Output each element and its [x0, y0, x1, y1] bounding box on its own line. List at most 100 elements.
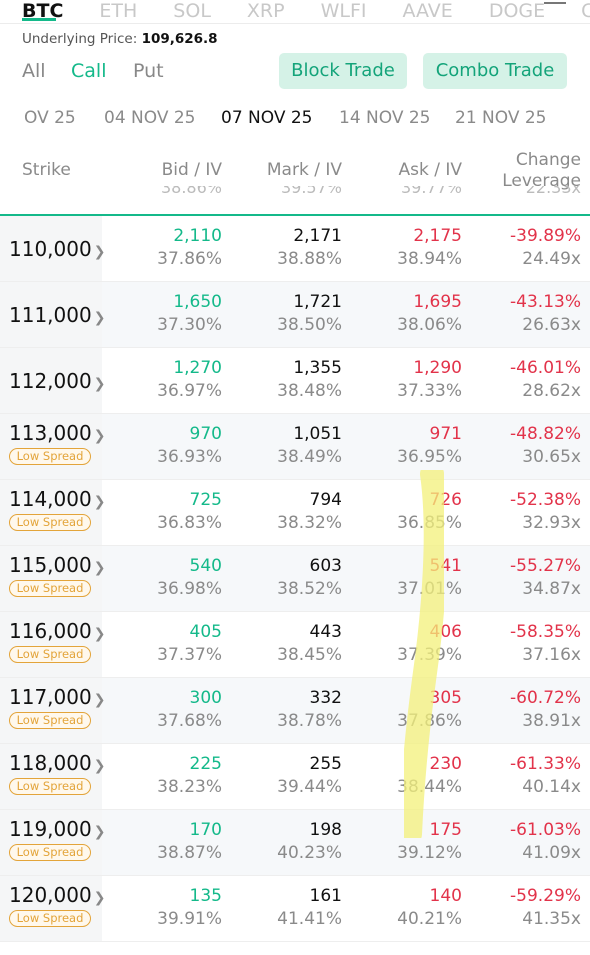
ask-price[interactable]: 1,290: [413, 358, 462, 378]
strike-cell[interactable]: 111,000 ❯: [0, 282, 105, 347]
bid-price[interactable]: 970: [189, 424, 222, 444]
menu-icon[interactable]: [544, 0, 566, 6]
table-row[interactable]: 119,000 ❯ Low Spread 170 38.87% 198 40.23% 175 3…: [0, 810, 590, 876]
change-percent: -61.03%: [510, 820, 581, 840]
strike-cell[interactable]: 117,000 ❯ Low Spread: [0, 678, 105, 743]
ask-iv: 39.12%: [397, 843, 462, 863]
leverage: 24.49x: [522, 249, 581, 269]
bid-price[interactable]: 1,650: [173, 292, 222, 312]
date-tab[interactable]: 04 NOV 25: [104, 108, 196, 128]
change-percent: -43.13%: [510, 292, 581, 312]
combo-trade-button[interactable]: Combo Trade: [423, 53, 567, 89]
date-tab-selected[interactable]: 07 NOV 25: [221, 108, 313, 128]
strike-cell[interactable]: 116,000 ❯ Low Spread: [0, 612, 105, 677]
asset-tab-wlfi[interactable]: WLFI: [320, 0, 367, 22]
ask-price[interactable]: 1,695: [413, 292, 462, 312]
table-row[interactable]: 112,000 ❯ 1,270 36.97% 1,355 38.48% 1,290 37.33…: [0, 348, 590, 414]
change-percent: -58.35%: [510, 622, 581, 642]
mark-price: 255: [309, 754, 342, 774]
ask-price[interactable]: 175: [429, 820, 462, 840]
table-row[interactable]: 111,000 ❯ 1,650 37.30% 1,721 38.50% 1,695 38.06…: [0, 282, 590, 348]
date-tab[interactable]: 21 NOV 25: [455, 108, 547, 128]
strike-price[interactable]: 110,000 ❯: [9, 237, 105, 261]
strike-price[interactable]: 120,000 ❯: [9, 883, 105, 907]
strike-cell[interactable]: 110,000 ❯: [0, 216, 105, 281]
leverage: 41.09x: [522, 843, 581, 863]
partial-row: 38.86% 39.57% 39.77% 22.33x: [0, 186, 590, 202]
header-bid: Bid / IV: [161, 160, 222, 180]
bid-price[interactable]: 170: [189, 820, 222, 840]
bid-price[interactable]: 1,270: [173, 358, 222, 378]
chevron-right-icon: ❯: [93, 376, 106, 392]
asset-tab-eth[interactable]: ETH: [99, 0, 138, 22]
strike-price[interactable]: 116,000 ❯: [9, 619, 105, 643]
asset-tab-cr[interactable]: CR: [581, 0, 590, 22]
date-tab[interactable]: 14 NOV 25: [339, 108, 431, 128]
table-row[interactable]: 115,000 ❯ Low Spread 540 36.98% 603 38.52% 541 3…: [0, 546, 590, 612]
strike-price[interactable]: 114,000 ❯: [9, 487, 105, 511]
ask-iv: 40.21%: [397, 909, 462, 929]
mark-iv: 38.88%: [277, 249, 342, 269]
mark-price: 1,721: [293, 292, 342, 312]
leverage: 40.14x: [522, 777, 581, 797]
strike-value: 118,000: [9, 751, 92, 775]
asset-tab-sol[interactable]: SOL: [173, 0, 211, 22]
strike-cell[interactable]: 115,000 ❯ Low Spread: [0, 546, 105, 611]
strike-cell[interactable]: 114,000 ❯ Low Spread: [0, 480, 105, 545]
asset-tab-aave[interactable]: AAVE: [402, 0, 453, 22]
expiry-date-tabs: OV 25 04 NOV 25 07 NOV 25 14 NOV 25 21 N…: [0, 108, 590, 132]
strike-price[interactable]: 113,000 ❯: [9, 421, 105, 445]
strike-price[interactable]: 111,000 ❯: [9, 303, 105, 327]
underlying-price: Underlying Price: 109,626.8: [22, 31, 218, 47]
asset-tab-btc[interactable]: BTC: [22, 0, 64, 22]
bid-price[interactable]: 225: [189, 754, 222, 774]
strike-cell[interactable]: 112,000 ❯: [0, 348, 105, 413]
asset-tab-xrp[interactable]: XRP: [246, 0, 285, 22]
strike-price[interactable]: 118,000 ❯: [9, 751, 105, 775]
leverage: 28.62x: [522, 381, 581, 401]
strike-price[interactable]: 119,000 ❯: [9, 817, 105, 841]
leverage: 30.65x: [522, 447, 581, 467]
ask-price[interactable]: 305: [429, 688, 462, 708]
table-row[interactable]: 117,000 ❯ Low Spread 300 37.68% 332 38.78% 305 3…: [0, 678, 590, 744]
partial-leverage: 22.33x: [525, 186, 581, 197]
mark-price: 603: [309, 556, 342, 576]
strike-price[interactable]: 117,000 ❯: [9, 685, 105, 709]
bid-price[interactable]: 725: [189, 490, 222, 510]
ask-price[interactable]: 971: [429, 424, 462, 444]
filter-put[interactable]: Put: [133, 60, 164, 82]
header-strike[interactable]: Strike: [22, 160, 71, 180]
header-change: Change: [515, 150, 581, 170]
filter-all[interactable]: All: [22, 60, 46, 82]
bid-price[interactable]: 300: [189, 688, 222, 708]
strike-price[interactable]: 112,000 ❯: [9, 369, 105, 393]
bid-price[interactable]: 405: [189, 622, 222, 642]
strike-cell[interactable]: 113,000 ❯ Low Spread: [0, 414, 105, 479]
low-spread-badge: Low Spread: [9, 646, 91, 663]
ask-price[interactable]: 230: [429, 754, 462, 774]
strike-cell[interactable]: 120,000 ❯ Low Spread: [0, 876, 105, 941]
table-row[interactable]: 120,000 ❯ Low Spread 135 39.91% 161 41.41% 140 4…: [0, 876, 590, 942]
chevron-right-icon: ❯: [93, 626, 106, 642]
bid-price[interactable]: 540: [189, 556, 222, 576]
ask-price[interactable]: 2,175: [413, 226, 462, 246]
table-row[interactable]: 113,000 ❯ Low Spread 970 36.93% 1,051 38.49% 97…: [0, 414, 590, 480]
table-row[interactable]: 116,000 ❯ Low Spread 405 37.37% 443 38.45% 406 3…: [0, 612, 590, 678]
header-leverage: Leverage: [502, 171, 581, 191]
ask-price[interactable]: 140: [429, 886, 462, 906]
strike-price[interactable]: 115,000 ❯: [9, 553, 105, 577]
filter-call[interactable]: Call: [71, 60, 107, 82]
bid-iv: 37.86%: [157, 249, 222, 269]
strike-cell[interactable]: 118,000 ❯ Low Spread: [0, 744, 105, 809]
asset-tab-doge[interactable]: DOGE: [488, 0, 546, 22]
block-trade-button[interactable]: Block Trade: [279, 53, 407, 89]
date-tab[interactable]: OV 25: [24, 108, 76, 128]
table-row[interactable]: 118,000 ❯ Low Spread 225 38.23% 255 39.44% 230 3…: [0, 744, 590, 810]
table-row[interactable]: 114,000 ❯ Low Spread 725 36.83% 794 38.32% 726 3…: [0, 480, 590, 546]
table-row[interactable]: 110,000 ❯ 2,110 37.86% 2,171 38.88% 2,175 38.94…: [0, 216, 590, 282]
leverage: 41.35x: [522, 909, 581, 929]
bid-price[interactable]: 2,110: [173, 226, 222, 246]
ask-iv: 38.94%: [397, 249, 462, 269]
bid-price[interactable]: 135: [189, 886, 222, 906]
strike-cell[interactable]: 119,000 ❯ Low Spread: [0, 810, 105, 875]
